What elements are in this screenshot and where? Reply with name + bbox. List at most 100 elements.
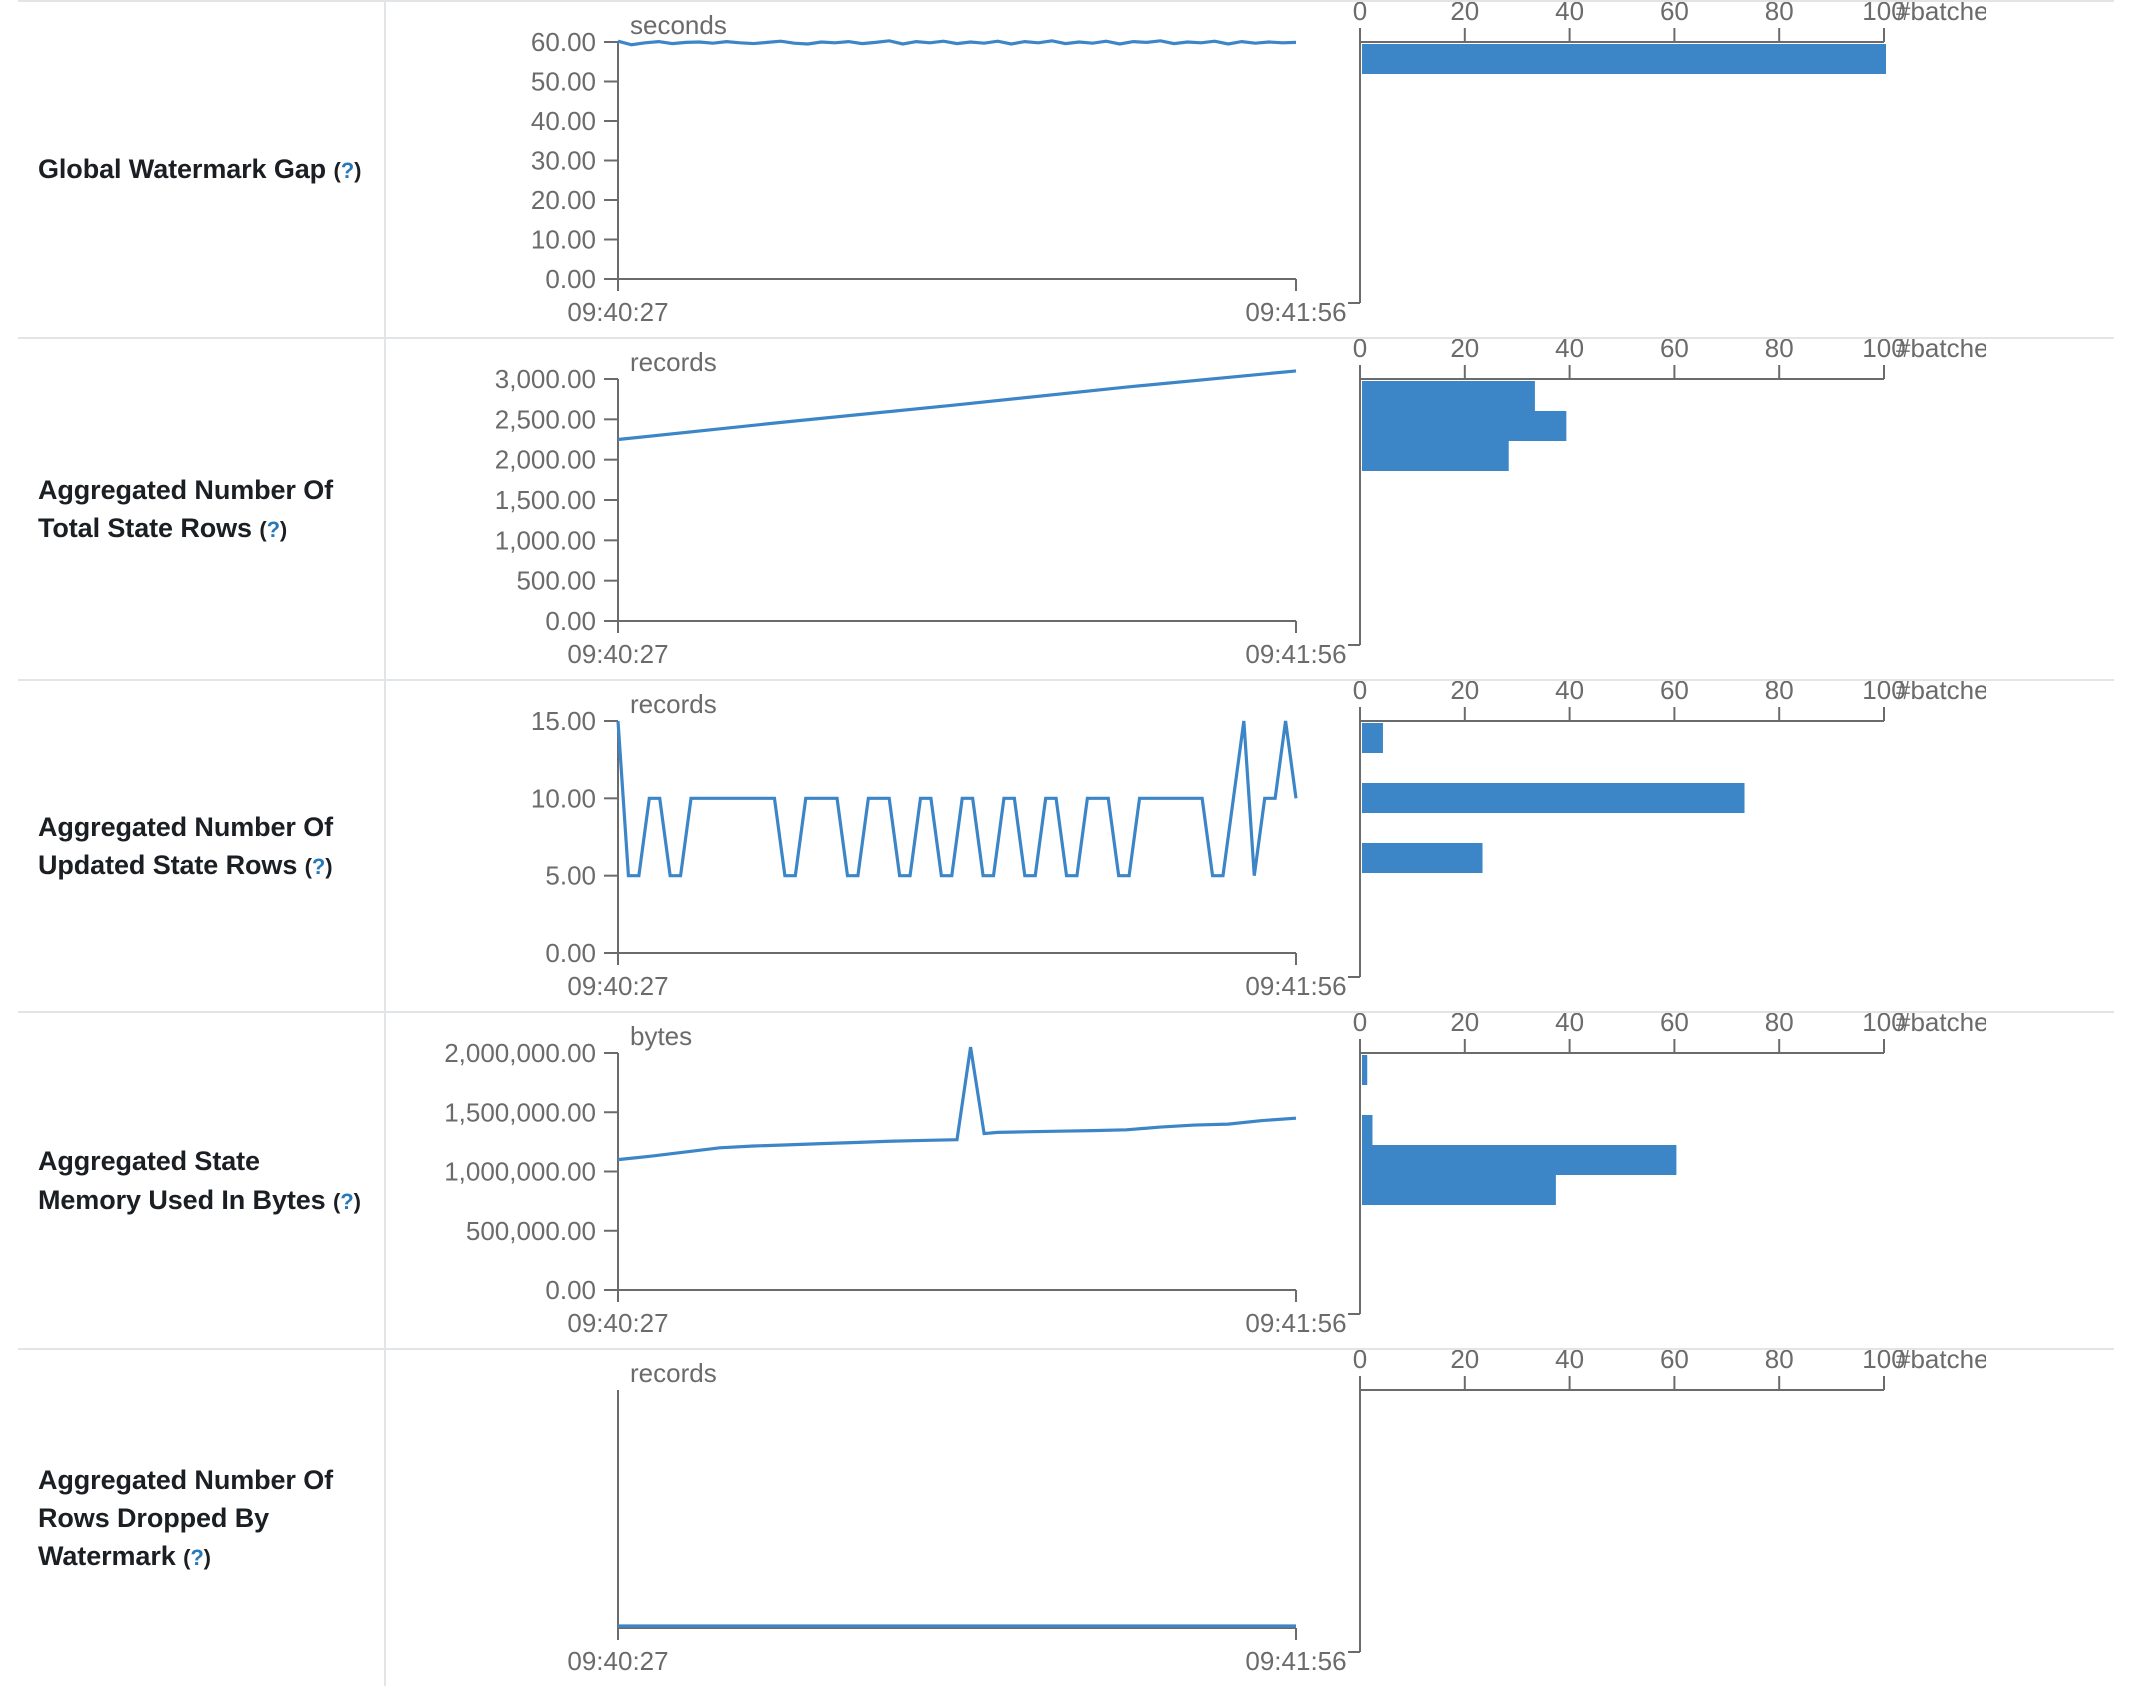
statistics-table-body: Global Watermark Gap (?) seconds 0.00 10.00…: [18, 1, 2114, 1686]
help-close-paren: ): [279, 517, 288, 542]
viz-wrap: records 0.00 500.00 1,000.00 1,500.00 2,000.0…: [386, 339, 2114, 679]
timeseries-chart-aggregated-number-of-updated-state-rows: records 0.00 5.00 10.00 15.00 09:40:27 09:41:5…: [531, 689, 1346, 1001]
histogram-bar: [1362, 381, 1535, 411]
help-open-paren: (: [183, 1545, 191, 1571]
help-close-paren: ): [325, 854, 333, 879]
help-icon[interactable]: (?): [333, 1189, 361, 1214]
histogram-bar: [1362, 723, 1383, 753]
y-tick-label: 3,000.00: [495, 364, 596, 394]
histogram-bar: [1362, 44, 1886, 74]
help-icon[interactable]: (?): [259, 517, 287, 542]
y-unit-label: seconds: [630, 10, 727, 40]
hist-tick-label: 80: [1765, 1350, 1794, 1374]
y-unit-label: records: [630, 689, 717, 719]
hist-tick-label: 60: [1660, 1350, 1689, 1374]
hist-tick-label: 20: [1450, 681, 1479, 705]
histogram-chart-aggregated-number-of-total-state-rows: 0 20 40 60 80 100#batches: [1348, 339, 1986, 646]
hist-tick-label: 40: [1555, 1013, 1584, 1037]
x-tick-label-start: 09:40:27: [567, 1646, 668, 1676]
viz-wrap: records 0.00 5.00 10.00 15.00 09:40:27 09:41:5…: [386, 681, 2114, 1011]
row-label-cell-aggregated-state-memory-used-in-bytes: Aggregated State Memory Used In Bytes (?…: [18, 1012, 386, 1349]
help-close-paren: ): [203, 1545, 211, 1571]
row-label-text: Aggregated Number Of Total State Rows: [38, 474, 334, 543]
row-viz-cell-aggregated-number-of-total-state-rows: records 0.00 500.00 1,000.00 1,500.00 2,000.0…: [385, 338, 2114, 680]
help-icon[interactable]: (?): [183, 1545, 211, 1570]
hist-unit-label: #batches: [1896, 681, 1986, 705]
series-line: [617, 1046, 1297, 1162]
hist-tick-label: 20: [1450, 339, 1479, 363]
hist-unit-label: #batches: [1896, 339, 1986, 363]
hist-tick-label: 40: [1555, 339, 1584, 363]
row-label-text: Aggregated Number Of Updated State Rows: [38, 811, 334, 880]
histogram-panel: 0 20 40 60 80 100#batches: [1346, 339, 1986, 679]
y-tick-label: 2,000,000.00: [444, 1038, 596, 1068]
y-tick-label: 2,500.00: [495, 404, 596, 434]
row-label-text: Aggregated State Memory Used In Bytes: [38, 1146, 326, 1215]
statistics-row: Aggregated State Memory Used In Bytes (?…: [18, 1012, 2114, 1349]
y-tick-label: 1,500,000.00: [444, 1097, 596, 1127]
x-tick-label-end: 09:41:56: [1245, 1646, 1346, 1676]
row-viz-cell-aggregated-state-memory-used-in-bytes: bytes 0.00 500,000.00 1,000,000.00 1,500,000…: [385, 1012, 2114, 1349]
help-question-mark: ?: [190, 1545, 204, 1571]
statistics-row: Aggregated Number Of Updated State Rows …: [18, 680, 2114, 1012]
histogram-bar: [1362, 441, 1509, 471]
hist-tick-label: 100: [1862, 1350, 1905, 1374]
timeseries-panel: records 0.00 500.00 1,000.00 1,500.00 2,000.0…: [386, 339, 1346, 679]
row-label-text: Global Watermark Gap: [38, 154, 327, 185]
histogram-chart-global-watermark-gap: 0 20 40 60 80 100#batches: [1348, 2, 1986, 304]
y-tick-label: 5.00: [545, 861, 596, 891]
y-tick-label: 10.00: [531, 783, 596, 813]
statistics-row: Aggregated Number Of Rows Dropped By Wat…: [18, 1349, 2114, 1686]
timeseries-chart-global-watermark-gap: seconds 0.00 10.00 20.00 30.00 40.00 50.00 60.0…: [531, 10, 1346, 327]
series-line: [617, 39, 1297, 47]
histogram-panel: 0 20 40 60 80 100#batches: [1346, 1350, 1986, 1686]
y-tick-label: 0.00: [545, 264, 596, 294]
y-tick-label: 10.00: [531, 225, 596, 255]
timeseries-panel: records 0.00 5.00 10.00 15.00 09:40:27 09:41:5…: [386, 681, 1346, 1011]
x-tick-label-end: 09:41:56: [1245, 1308, 1346, 1338]
y-tick-label: 0.00: [545, 938, 596, 968]
y-tick-label: 500.00: [516, 566, 596, 596]
histogram-bar: [1362, 783, 1745, 813]
timeseries-chart-aggregated-number-of-total-state-rows: records 0.00 500.00 1,000.00 1,500.00 2,000.0…: [495, 347, 1346, 669]
help-icon[interactable]: (?): [305, 854, 333, 879]
y-tick-label: 1,000.00: [495, 525, 596, 555]
row-label-cell-aggregated-number-of-updated-state-rows: Aggregated Number Of Updated State Rows …: [18, 680, 386, 1012]
histogram-chart-aggregated-number-of-updated-state-rows: 0 20 40 60 80 100#batches: [1348, 681, 1986, 978]
histogram-bar: [1362, 1055, 1368, 1085]
histogram-bar: [1362, 411, 1567, 441]
hist-tick-label: 40: [1555, 2, 1584, 26]
y-unit-label: records: [630, 347, 717, 377]
row-label-text: Aggregated Number Of Rows Dropped By Wat…: [38, 1464, 334, 1572]
timeseries-chart-aggregated-state-memory-used-in-bytes: bytes 0.00 500,000.00 1,000,000.00 1,500,000…: [444, 1021, 1346, 1338]
x-tick-label-start: 09:40:27: [567, 1308, 668, 1338]
help-question-mark: ?: [340, 158, 355, 184]
viz-wrap: seconds 0.00 10.00 20.00 30.00 40.00 50.00 60.0…: [386, 2, 2114, 337]
timeseries-chart-aggregated-number-of-rows-dropped-by-watermark: records 09:40:27 09:41:56: [567, 1358, 1346, 1676]
histogram-bar: [1362, 1115, 1373, 1145]
y-tick-label: 40.00: [531, 106, 596, 136]
help-question-mark: ?: [266, 517, 280, 542]
hist-tick-label: 0: [1353, 2, 1367, 26]
help-icon[interactable]: (?): [334, 158, 362, 183]
hist-tick-label: 80: [1765, 1013, 1794, 1037]
histogram-bar: [1362, 1175, 1556, 1205]
hist-tick-label: 0: [1353, 1350, 1367, 1374]
hist-tick-label: 60: [1660, 339, 1689, 363]
row-label-cell-aggregated-number-of-total-state-rows: Aggregated Number Of Total State Rows (?…: [18, 338, 386, 680]
x-tick-label-start: 09:40:27: [567, 639, 668, 669]
histogram-bar: [1362, 843, 1483, 873]
statistics-row: Aggregated Number Of Total State Rows (?…: [18, 338, 2114, 680]
hist-tick-label: 0: [1353, 1013, 1367, 1037]
histogram-chart-aggregated-state-memory-used-in-bytes: 0 20 40 60 80 100#batches: [1348, 1013, 1986, 1315]
hist-tick-label: 80: [1765, 339, 1794, 363]
y-unit-label: bytes: [630, 1021, 692, 1051]
row-label: Aggregated State Memory Used In Bytes (?…: [38, 1142, 368, 1219]
y-tick-label: 1,500.00: [495, 485, 596, 515]
hist-tick-label: 40: [1555, 681, 1584, 705]
hist-tick-label: 40: [1555, 1350, 1584, 1374]
row-label-cell-global-watermark-gap: Global Watermark Gap (?): [18, 1, 386, 338]
y-tick-label: 20.00: [531, 185, 596, 215]
hist-tick-label: 100: [1862, 1013, 1905, 1037]
series-line: [617, 369, 1297, 442]
